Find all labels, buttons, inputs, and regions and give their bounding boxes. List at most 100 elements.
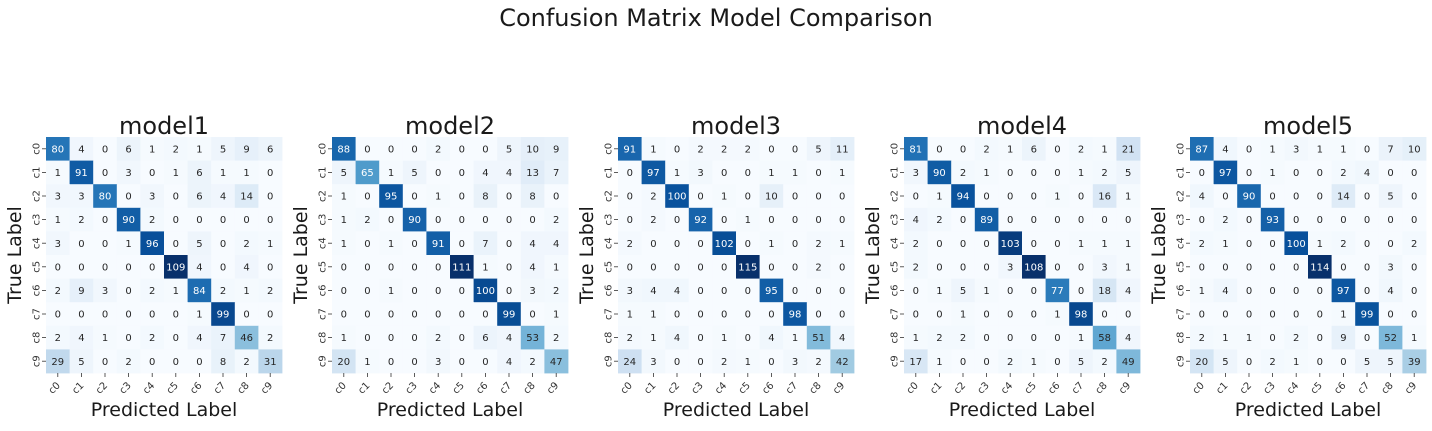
- cell-value-label: 0: [459, 310, 465, 321]
- heatmap-cell: [497, 231, 522, 256]
- heatmap-cell: [759, 207, 784, 232]
- heatmap-cell: [544, 255, 569, 279]
- cell-value-label: 0: [721, 168, 727, 179]
- heatmap-cell: [140, 184, 165, 209]
- x-tick-label: c0: [47, 380, 63, 396]
- cell-value-label: 1: [435, 192, 441, 203]
- cell-value-label: 87: [1195, 144, 1208, 155]
- cell-value-label: 21: [1122, 144, 1135, 155]
- cell-value-label: 0: [839, 262, 845, 273]
- heatmap-cell: [450, 255, 474, 279]
- heatmap-cell: [1045, 207, 1070, 232]
- cell-value-label: 0: [768, 310, 774, 321]
- heatmap-cell: [187, 207, 212, 232]
- heatmap-cell: [164, 255, 188, 279]
- heatmap-cell: [1116, 137, 1141, 161]
- heatmap-cell: [783, 325, 808, 350]
- heatmap-cell: [1069, 160, 1094, 185]
- heatmap-cell: [688, 255, 713, 279]
- heatmap-cell: [379, 160, 404, 185]
- cell-value-label: 0: [1078, 215, 1084, 226]
- heatmap-cell: [998, 278, 1023, 303]
- heatmap-cell: [1045, 255, 1070, 279]
- cell-value-label: 1: [1101, 144, 1107, 155]
- cell-value-label: 0: [173, 215, 179, 226]
- heatmap-cell: [332, 349, 356, 374]
- heatmap-cell: [783, 207, 808, 232]
- x-tick-label: c8: [522, 380, 538, 396]
- cell-value-label: 0: [102, 168, 108, 179]
- x-tick-label: c4: [713, 380, 729, 396]
- heatmap-cell: [497, 302, 522, 327]
- cell-value-label: 1: [1317, 239, 1323, 250]
- cell-value-label: 3: [78, 192, 84, 203]
- cell-value-label: 1: [1078, 239, 1084, 250]
- heatmap-cell: [1045, 184, 1070, 209]
- cell-value-label: 0: [1364, 333, 1370, 344]
- cell-value-label: 0: [674, 310, 680, 321]
- heatmap-cell: [93, 325, 118, 350]
- cell-value-label: 1: [936, 286, 942, 297]
- heatmap-cell: [473, 184, 498, 209]
- heatmap-cell: [1237, 137, 1262, 161]
- heatmap-cell: [927, 137, 952, 161]
- cell-value-label: 0: [125, 192, 131, 203]
- cell-value-label: 1: [55, 215, 61, 226]
- cell-value-label: 97: [647, 168, 660, 179]
- heatmap-cell: [140, 325, 165, 350]
- cell-value-label: 0: [721, 215, 727, 226]
- cell-value-label: 0: [1387, 239, 1393, 250]
- heatmap-cell: [641, 278, 666, 303]
- cell-value-label: 0: [1054, 144, 1060, 155]
- cell-value-label: 3: [792, 357, 798, 368]
- heatmap-cell: [93, 278, 118, 303]
- heatmap-cell: [1237, 278, 1262, 303]
- heatmap-cell: [665, 231, 690, 256]
- cell-value-label: 0: [1293, 310, 1299, 321]
- cell-value-label: 0: [674, 215, 680, 226]
- cell-value-label: 115: [738, 262, 757, 273]
- cell-value-label: 0: [815, 168, 821, 179]
- heatmap-cell: [69, 325, 94, 350]
- x-tick-label: c6: [1332, 380, 1348, 396]
- heatmap-cell: [783, 160, 808, 185]
- cell-value-label: 1: [1007, 144, 1013, 155]
- y-tick-label: c0: [32, 143, 43, 155]
- heatmap-cell: [951, 255, 976, 279]
- cell-value-label: 4: [1222, 144, 1228, 155]
- cell-value-label: 3: [1293, 144, 1299, 155]
- cell-value-label: 3: [529, 286, 535, 297]
- cell-value-label: 0: [1246, 239, 1252, 250]
- heatmap-cell: [1022, 278, 1046, 303]
- heatmap-cell: [402, 349, 427, 374]
- cell-value-label: 0: [459, 144, 465, 155]
- y-tick-label: c1: [318, 166, 329, 178]
- heatmap-cell: [211, 302, 236, 327]
- cell-value-label: 0: [341, 310, 347, 321]
- heatmap-cell: [736, 325, 760, 350]
- cell-value-label: 3: [55, 192, 61, 203]
- heatmap-cell: [1402, 325, 1427, 350]
- heatmap-cell: [234, 160, 259, 185]
- cell-value-label: 1: [55, 168, 61, 179]
- heatmap-cell: [951, 137, 976, 161]
- heatmap-cell: [332, 231, 356, 256]
- cell-value-label: 1: [792, 333, 798, 344]
- heatmap-cell: [473, 302, 498, 327]
- heatmap-cell: [355, 255, 380, 279]
- heatmap-cell: [211, 184, 236, 209]
- heatmap-cell: [1378, 207, 1403, 232]
- heatmap-cell: [951, 207, 976, 232]
- cell-value-label: 5: [411, 168, 417, 179]
- x-tick-label: c2: [94, 380, 110, 396]
- cell-value-label: 0: [768, 215, 774, 226]
- x-tick-label: c8: [1094, 380, 1110, 396]
- y-tick-label: c9: [32, 355, 43, 367]
- heatmap-cell: [234, 349, 259, 374]
- panel-title: model5: [1263, 112, 1353, 140]
- cell-value-label: 5: [1387, 357, 1393, 368]
- heatmap-cell: [665, 255, 690, 279]
- heatmap-cell: [904, 349, 928, 374]
- heatmap-cell: [426, 278, 451, 303]
- heatmap-cell: [116, 349, 141, 374]
